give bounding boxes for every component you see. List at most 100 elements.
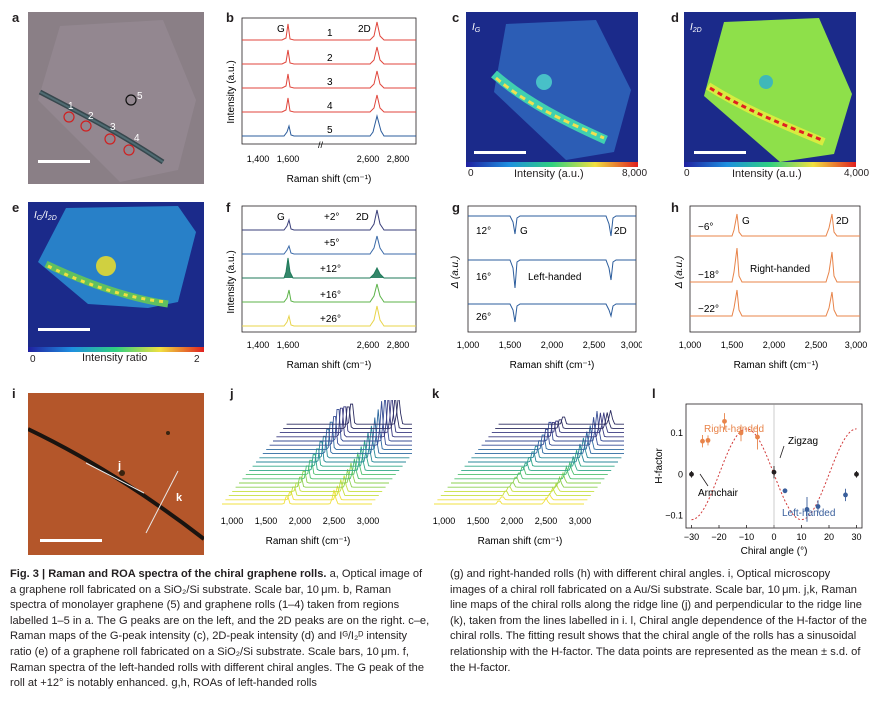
h-xtick-3: 2,000 xyxy=(763,340,786,350)
b-trace-5: 5 xyxy=(327,125,333,136)
jstack-spectrum xyxy=(269,401,412,446)
b-trace-2: 2 xyxy=(327,53,333,64)
d-cbar-min: 0 xyxy=(684,168,690,179)
kstack-spectrum xyxy=(478,425,624,450)
g-xtick-1: 1,000 xyxy=(457,340,480,350)
k-xtick-3: 2,000 xyxy=(501,516,524,526)
line-map-k: 1,000 1,500 2,000 2,500 3,000 Raman shif… xyxy=(433,410,624,547)
d-cbar-label: Intensity (a.u.) xyxy=(732,168,802,180)
g-xlabel: Raman shift (cm⁻¹) xyxy=(510,360,595,371)
kstack-spectrum xyxy=(495,412,624,429)
f-trace-1: +2° xyxy=(324,212,339,223)
kstack-spectrum xyxy=(464,450,615,467)
kstack-spectrum xyxy=(451,471,601,484)
h-handed: Right-handed xyxy=(750,264,810,275)
raman-map-d: I2D xyxy=(684,12,856,167)
b-axis-break: // xyxy=(318,140,324,150)
kstack-spectrum xyxy=(491,412,624,434)
h-ylabel: Δ (a.u.) xyxy=(674,256,685,289)
panel-label-g: g xyxy=(452,200,460,215)
panel-label-a: a xyxy=(12,10,20,25)
kstack-spectrum xyxy=(457,460,608,476)
k-xtick-2: 1,500 xyxy=(467,516,490,526)
f-peak-2d: 2D xyxy=(356,212,369,223)
kstack-spectrum xyxy=(437,492,588,501)
g-xtick-5: 3,000 xyxy=(621,340,642,350)
k-xtick-4: 2,500 xyxy=(535,516,558,526)
kstack-spectrum xyxy=(474,431,624,455)
b-peak-2d: 2D xyxy=(358,24,371,35)
data-point xyxy=(782,488,788,494)
f-xtick-4: 2,800 xyxy=(387,340,410,350)
g-handed: Left-handed xyxy=(528,272,581,283)
panel-label-c: c xyxy=(452,10,460,25)
jstack-spectrum xyxy=(239,462,389,484)
d-cbar-max: 4,000 xyxy=(844,168,870,179)
f-xtick-3: 2,600 xyxy=(357,340,380,350)
kstack-spectrum xyxy=(468,443,618,463)
kstack-spectrum xyxy=(471,437,622,459)
k-xtick-5: 3,000 xyxy=(569,516,592,526)
l-ytick: −0.1 xyxy=(665,511,683,521)
l-ytick: 0.1 xyxy=(670,428,683,438)
l-ytick: 0 xyxy=(678,469,683,479)
i-line-j: j xyxy=(117,460,121,472)
kstack-spectrum xyxy=(454,465,605,480)
j-xtick-4: 2,500 xyxy=(323,516,346,526)
data-point xyxy=(804,507,810,512)
data-point xyxy=(722,418,727,424)
g-xtick-4: 2,500 xyxy=(583,340,606,350)
d-colorbar xyxy=(684,162,856,167)
kstack-spectrum xyxy=(461,456,612,471)
l-xtick: 20 xyxy=(824,532,834,542)
jstack-spectrum xyxy=(228,479,379,497)
b-peak-g: G xyxy=(277,24,285,35)
scale-bar xyxy=(38,160,90,163)
h-trace-2: −18° xyxy=(698,270,719,281)
f-ylabel: Intensity (a.u.) xyxy=(226,250,237,313)
g-trace-1: 12° xyxy=(476,226,491,237)
roa-g: Δ (a.u.) 12° 16° 26° G 2D Left-handed 1,… xyxy=(450,205,642,371)
data-point xyxy=(755,434,760,440)
data-point xyxy=(700,438,705,444)
h-factor-chart: H-factor −30 −20 −10 0 10 20 30 0.1 0 −0.1 Right-… xyxy=(654,403,863,557)
data-point xyxy=(689,471,694,477)
g-peak-g: G xyxy=(520,226,528,237)
panel-label-i: i xyxy=(12,386,16,401)
c-cbar-min: 0 xyxy=(468,168,474,179)
optical-image-i: j k xyxy=(28,393,204,555)
marker-5: 5 xyxy=(137,91,143,102)
h-xtick-2: 1,500 xyxy=(721,340,744,350)
e-cbar-label: Intensity ratio xyxy=(82,352,148,364)
i-line-k: k xyxy=(176,492,183,504)
d-map-label: I2D xyxy=(690,22,702,34)
jstack-spectrum xyxy=(235,469,386,488)
h-trace-3: −22° xyxy=(698,304,719,315)
e-cbar-max: 2 xyxy=(194,354,200,365)
caption-right: (g) and right-handed rolls (h) with diff… xyxy=(450,567,868,676)
data-point xyxy=(771,469,777,475)
f-trace-4: +16° xyxy=(320,290,341,301)
jstack-spectrum xyxy=(279,400,412,434)
f-xtick-2: 1,600 xyxy=(277,340,300,350)
panel-label-d: d xyxy=(671,10,679,25)
l-xtick: 10 xyxy=(796,532,806,542)
jstack-spectrum xyxy=(283,400,412,429)
raman-spectra-f: Intensity (a.u.) G 2D +2° +5° +12° +16° … xyxy=(226,205,417,371)
c-colorbar xyxy=(466,162,638,167)
kstack-spectrum xyxy=(498,410,624,425)
e-map-label: IG/I2D xyxy=(34,210,57,222)
h-xtick-4: 2,500 xyxy=(805,340,828,350)
g-peak-2d: 2D xyxy=(614,226,627,237)
h-trace-1: −6° xyxy=(698,222,713,233)
jstack-spectrum xyxy=(232,475,383,492)
l-right-handed: Right-handed xyxy=(704,424,764,435)
k-xtick-1: 1,000 xyxy=(433,516,456,526)
l-xtick: −30 xyxy=(684,532,699,542)
kstack-spectrum xyxy=(481,417,624,446)
l-xtick: −10 xyxy=(739,532,754,542)
i-scale-bar xyxy=(40,539,102,542)
f-xtick-1: 1,400 xyxy=(247,340,270,350)
l-zigzag: Zigzag xyxy=(788,436,818,447)
kstack-spectrum xyxy=(440,486,591,497)
